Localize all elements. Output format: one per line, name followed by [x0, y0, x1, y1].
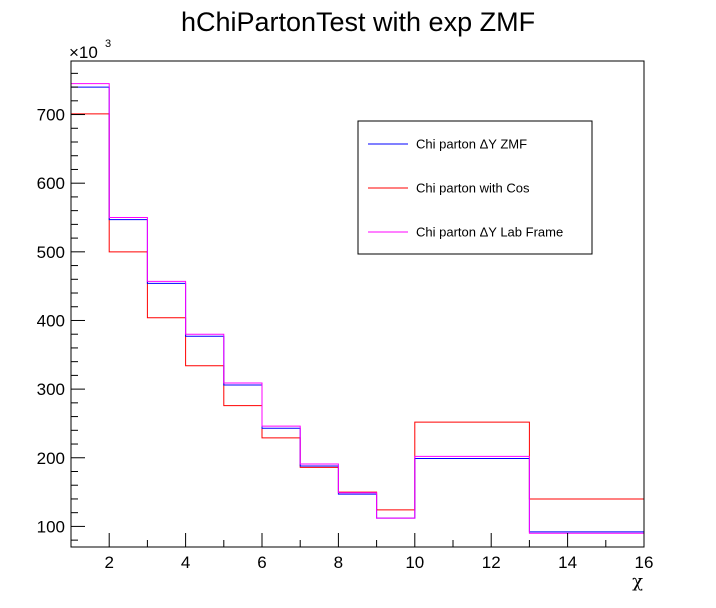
x-tick-label: 2: [104, 553, 113, 572]
plot-frame: [70, 60, 645, 548]
y-tick-label: 700: [37, 106, 65, 125]
legend-label-chi-parton-with-cos: Chi parton with Cos: [416, 181, 530, 196]
legend-label-chi-parton-y-lab-frame: Chi parton ΔY Lab Frame: [416, 225, 563, 240]
legend-label-chi-parton-y-zmf: Chi parton ΔY ZMF: [416, 137, 527, 152]
legend: Chi parton ΔY ZMF Chi parton with Cos Chi …: [357, 120, 593, 255]
x-axis-label: χ: [632, 571, 643, 592]
y-tick-label: 600: [37, 174, 65, 193]
x-tick-label: 16: [635, 553, 654, 572]
y-tick-label: 400: [37, 311, 65, 330]
x-axis-ticks: 2 4 6 8 10 12 14 16: [70, 533, 654, 572]
x-tick-label: 4: [181, 553, 190, 572]
series-layer: [71, 83, 644, 534]
x-tick-label: 6: [257, 553, 266, 572]
y-axis-multiplier: ×10 3: [69, 38, 111, 62]
y-multiplier-exponent: 3: [105, 38, 111, 50]
x-tick-label: 8: [334, 553, 343, 572]
y-tick-label: 100: [37, 517, 65, 536]
y-tick-label: 200: [37, 449, 65, 468]
x-tick-label: 10: [405, 553, 424, 572]
y-tick-label: 300: [37, 380, 65, 399]
x-tick-label: 14: [558, 553, 577, 572]
y-axis-ticks: 100 200 300 400 500 600 700: [37, 72, 85, 541]
series-chi-parton-y-lab-frame: [71, 83, 644, 534]
y-tick-label: 500: [37, 243, 65, 262]
y-multiplier-base: ×10: [69, 43, 98, 62]
x-tick-label: 12: [482, 553, 501, 572]
chart-title: hChiPartonTest with exp ZMF: [181, 7, 535, 37]
